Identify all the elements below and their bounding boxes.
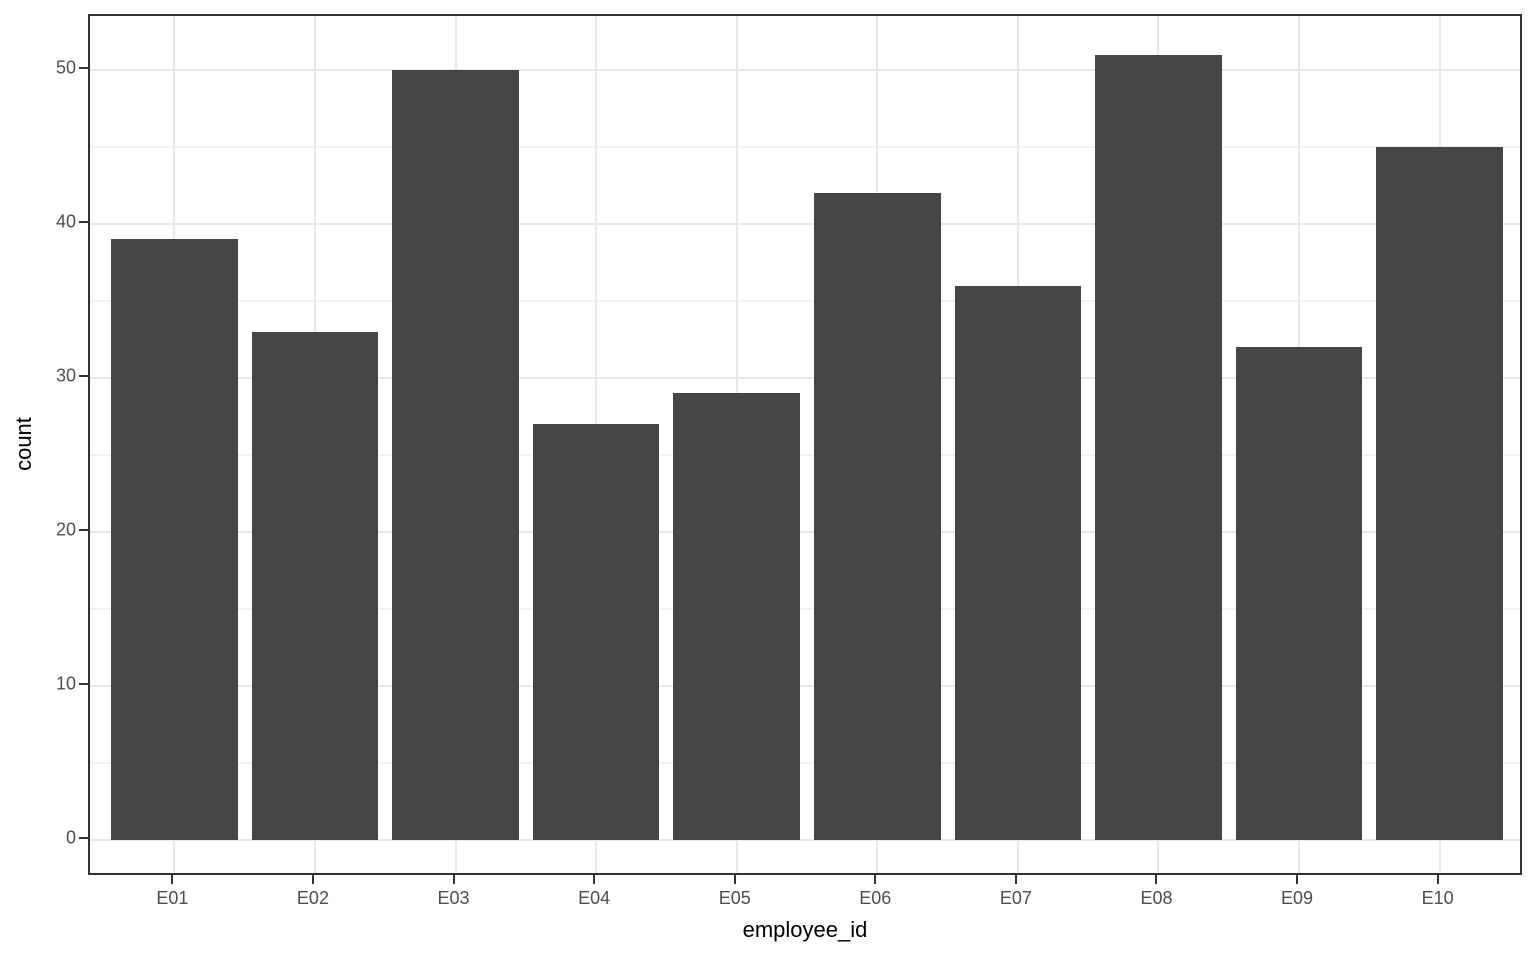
y-tick-mark-20 [79,529,88,531]
x-tick-label-E05: E05 [718,888,751,908]
y-tick-mark-50 [79,67,88,69]
y-minor-gridline-35 [90,300,1520,302]
y-tick-label-50: 50 [55,57,76,78]
x-tick-label-E06: E06 [859,888,892,908]
y-major-gridline-0 [90,839,1520,841]
x-tick-mark-E02 [311,875,314,884]
plot-panel [88,14,1522,875]
x-tick-label-E04: E04 [578,888,611,908]
bar-E01 [111,239,238,840]
bar-E04 [532,424,660,840]
y-major-gridline-20 [90,531,1520,533]
x-tick-label-E07: E07 [999,888,1032,908]
x-tick-mark-E04 [593,875,596,884]
bar-E05 [673,393,800,840]
y-major-gridline-30 [90,377,1520,379]
y-minor-gridline-25 [90,454,1520,456]
x-tick-mark-E03 [452,875,455,884]
x-tick-mark-E01 [171,875,174,884]
x-tick-label-E10: E10 [1421,888,1454,908]
bar-E07 [954,285,1082,840]
x-tick-label-E01: E01 [156,888,189,908]
x-axis-title: employee_id [742,917,868,942]
y-major-gridline-10 [90,685,1520,687]
y-minor-gridline-15 [90,608,1520,610]
y-tick-label-20: 20 [55,519,76,540]
x-tick-label-E02: E02 [296,888,329,908]
x-tick-mark-E06 [874,875,877,884]
y-major-gridline-50 [90,69,1520,71]
bar-E02 [251,331,379,840]
x-tick-mark-E07 [1014,875,1017,884]
x-tick-label-E09: E09 [1281,888,1314,908]
y-tick-mark-40 [79,221,88,223]
bar-E03 [392,70,519,840]
bar-E10 [1376,147,1503,840]
x-tick-mark-E09 [1296,875,1299,884]
y-tick-label-40: 40 [55,211,76,232]
x-tick-label-E03: E03 [437,888,470,908]
bar-E09 [1235,347,1363,840]
x-tick-mark-E08 [1155,875,1158,884]
y-minor-gridline-45 [90,146,1520,148]
x-tick-mark-E10 [1436,875,1439,884]
y-major-gridline-40 [90,223,1520,225]
y-tick-label-10: 10 [55,673,76,694]
x-tick-label-E08: E08 [1140,888,1173,908]
bar-E08 [1095,54,1222,840]
y-tick-mark-0 [79,837,88,839]
y-axis-title: count [11,417,36,471]
bar-E06 [814,193,941,840]
y-tick-label-0: 0 [65,827,76,848]
y-tick-mark-30 [79,375,88,377]
x-tick-mark-E05 [733,875,736,884]
y-minor-gridline-5 [90,762,1520,764]
y-tick-mark-10 [79,683,88,685]
y-tick-label-30: 30 [55,365,76,386]
